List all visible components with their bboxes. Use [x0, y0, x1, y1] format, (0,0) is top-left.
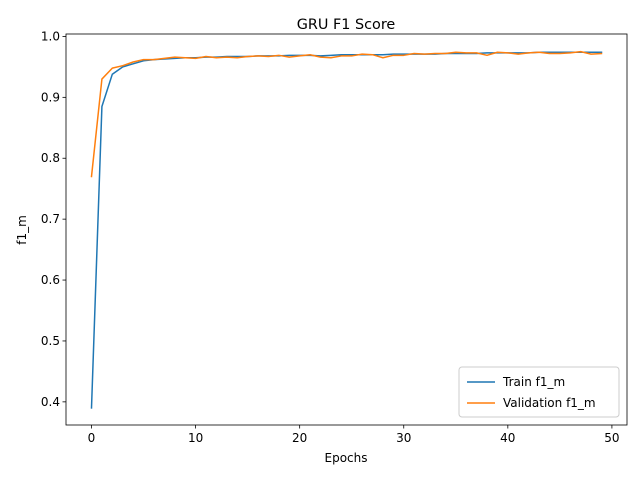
x-tick-label: 50 — [604, 431, 619, 445]
x-axis-label: Epochs — [325, 451, 368, 465]
y-tick-label: 0.7 — [41, 212, 60, 226]
x-tick-label: 40 — [500, 431, 515, 445]
y-tick-label: 0.9 — [41, 90, 60, 104]
y-tick-label: 0.5 — [41, 334, 60, 348]
legend-entry-label: Train f1_m — [502, 375, 565, 389]
y-tick-label: 0.4 — [41, 395, 60, 409]
y-tick-label: 0.6 — [41, 273, 60, 287]
legend: Train f1_m Validation f1_m — [458, 366, 620, 418]
x-tick-label: 10 — [188, 431, 203, 445]
y-tick-label: 0.8 — [41, 151, 60, 165]
axes-frame — [65, 33, 628, 426]
legend-box — [458, 366, 620, 418]
x-tick-label: 20 — [292, 431, 307, 445]
series-line-train — [90, 51, 603, 409]
x-tick-label: 30 — [396, 431, 411, 445]
x-tick-label: 0 — [88, 431, 96, 445]
chart-title: GRU F1 Score — [297, 17, 396, 33]
y-tick-label: 1.0 — [41, 29, 60, 43]
legend-entry-label: Validation f1_m — [503, 396, 596, 410]
series-line-validation — [90, 50, 603, 178]
y-axis-label: f1_m — [15, 215, 29, 245]
plot-area: 0 10 20 30 40 50 0.4 0.5 0.6 0.7 0.8 0.9 1.0 — [41, 29, 628, 445]
